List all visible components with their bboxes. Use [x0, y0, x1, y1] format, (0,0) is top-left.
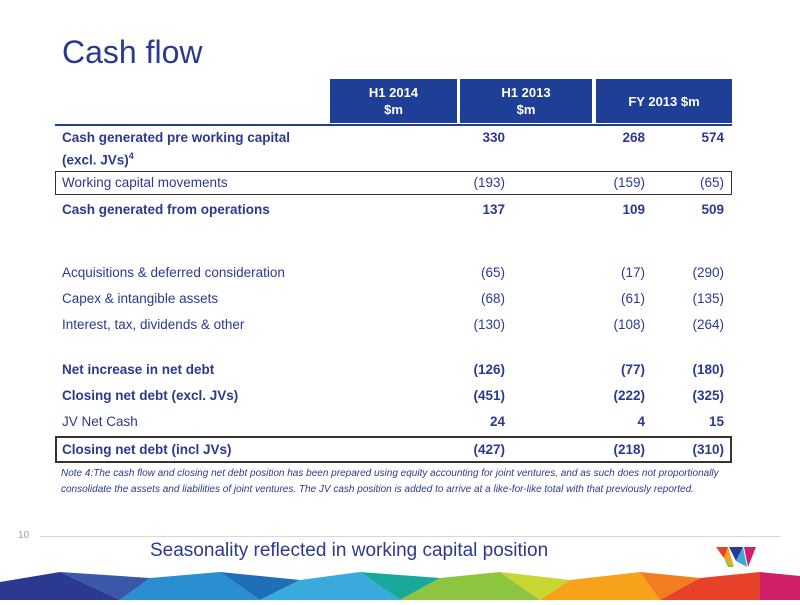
table-row: Capex & intangible assets (68) (61) (135… [55, 290, 732, 310]
row-label: Working capital movements [62, 175, 228, 190]
row-label: JV Net Cash [62, 414, 138, 429]
row-label: Acquisitions & deferred consideration [62, 265, 285, 280]
value-h1-2013: 4 [637, 414, 645, 429]
table-row: JV Net Cash 24 4 15 [55, 413, 732, 433]
row-label-line1: Cash generated pre working capital [62, 130, 291, 145]
value-fy-2013: (290) [692, 265, 724, 280]
value-fy-2013: (264) [692, 317, 724, 332]
header-divider [55, 124, 732, 126]
value-h1-2014: 330 [482, 130, 505, 145]
column-header-line2: $m [516, 102, 536, 117]
value-h1-2013: (159) [613, 175, 645, 190]
table-row: Working capital movements (193) (159) (6… [55, 171, 732, 195]
value-h1-2013: 268 [622, 130, 645, 145]
value-fy-2013: 574 [701, 130, 724, 145]
table-row: Interest, tax, dividends & other (130) (… [55, 316, 732, 336]
value-h1-2013: (17) [620, 265, 645, 280]
value-fy-2013: 15 [708, 414, 724, 429]
value-h1-2014: (68) [480, 291, 505, 306]
column-header-line1: H1 2013 [501, 85, 551, 100]
column-header-h1-2013: H1 2013 $m [460, 79, 592, 123]
row-label: Cash generated from operations [62, 202, 270, 217]
row-label-line2: (excl. JVs) [62, 152, 129, 168]
value-h1-2013: (77) [620, 362, 645, 377]
value-fy-2013: 509 [701, 202, 724, 217]
value-h1-2013: (222) [613, 388, 645, 403]
row-label: Capex & intangible assets [62, 291, 219, 306]
column-header-line1: H1 2014 [368, 85, 419, 100]
w-logo-icon [716, 547, 756, 574]
value-fy-2013: (310) [692, 442, 724, 457]
value-h1-2014: (130) [473, 317, 505, 332]
column-header-line1: FY 2013 $m [628, 93, 700, 109]
column-header-h1-2014: H1 2014 $m [330, 79, 457, 123]
value-h1-2014: (193) [473, 175, 505, 190]
row-label: Cash generated pre working capital (excl… [62, 129, 290, 170]
value-fy-2013: (65) [699, 175, 724, 190]
page-title: Cash flow [62, 34, 203, 70]
table-row: Net increase in net debt (126) (77) (180… [55, 361, 732, 381]
value-h1-2014: 137 [482, 202, 505, 217]
column-header-fy-2013: FY 2013 $m [596, 79, 732, 123]
row-label: Interest, tax, dividends & other [62, 317, 245, 332]
column-header-line2: $m [384, 102, 403, 117]
value-h1-2013: 109 [622, 202, 645, 217]
row-label: Closing net debt (excl. JVs) [62, 388, 239, 403]
table-row: Acquisitions & deferred consideration (6… [55, 264, 732, 284]
value-h1-2013: (61) [620, 291, 645, 306]
value-h1-2014: 24 [489, 414, 505, 429]
value-fy-2013: (325) [692, 388, 724, 403]
table-row: Cash generated from operations 137 109 5… [55, 201, 732, 221]
page-number: 10 [18, 530, 30, 541]
value-h1-2013: (218) [613, 442, 645, 457]
table-row: Closing net debt (incl JVs) (427) (218) … [55, 436, 732, 463]
footnote: Note 4:The cash flow and closing net deb… [61, 468, 719, 495]
decorative-color-band [0, 572, 800, 600]
row-label: Net increase in net debt [62, 362, 215, 377]
table-row: Closing net debt (excl. JVs) (451) (222)… [55, 387, 732, 407]
value-h1-2014: (451) [473, 388, 505, 403]
value-h1-2014: (126) [473, 362, 505, 377]
row-label: Closing net debt (incl JVs) [62, 442, 232, 457]
value-fy-2013: (180) [692, 362, 724, 377]
footer-divider [40, 536, 780, 537]
value-h1-2014: (427) [473, 442, 505, 457]
value-fy-2013: (135) [692, 291, 724, 306]
table-row: Cash generated pre working capital (excl… [55, 128, 732, 168]
footnote-marker: 4 [128, 151, 134, 161]
value-h1-2013: (108) [613, 317, 645, 332]
slide-subtitle: Seasonality reflected in working capital… [150, 540, 549, 561]
value-h1-2014: (65) [480, 265, 505, 280]
